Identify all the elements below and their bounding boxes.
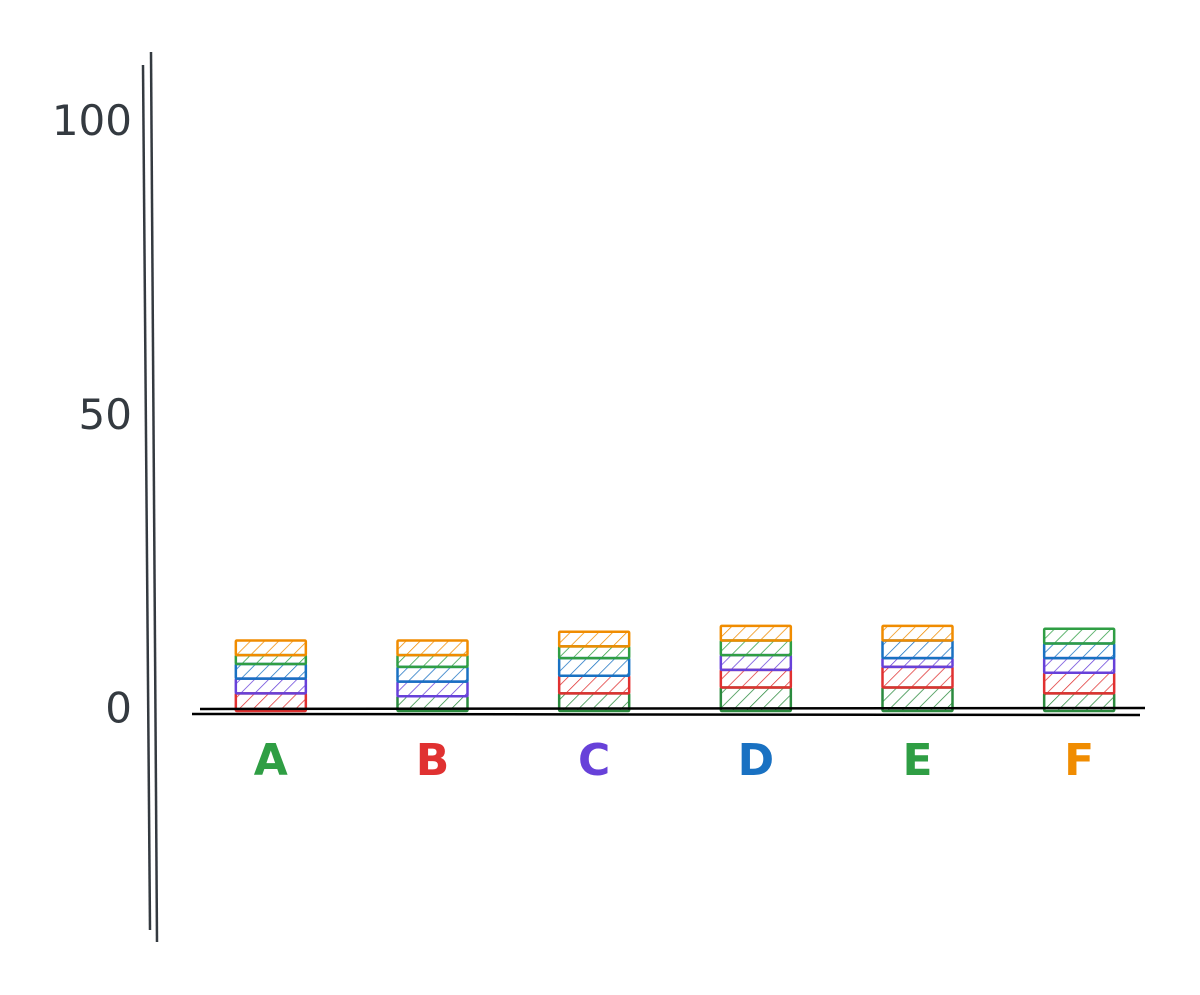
bar-segment <box>719 624 793 642</box>
bar-segment <box>1042 656 1116 675</box>
x-axis-line <box>191 712 1141 717</box>
bar-segment <box>557 630 631 648</box>
bar-segment <box>234 653 308 666</box>
x-tick-label: D <box>738 735 775 786</box>
bar-segment <box>719 639 793 657</box>
x-tick-label: C <box>578 735 610 786</box>
y-axis-line <box>149 51 159 943</box>
bar-segment <box>881 656 954 669</box>
bar-segment <box>719 668 793 689</box>
bar-segment <box>396 639 469 657</box>
bar-segment <box>1042 627 1116 645</box>
bar-segment <box>396 680 469 698</box>
bar-segment <box>557 674 631 695</box>
bar-segment <box>234 639 308 657</box>
y-tick-label: 0 <box>105 683 132 732</box>
bar-segment <box>396 665 469 683</box>
bar-segment <box>234 662 308 680</box>
bar-segment <box>1042 671 1116 695</box>
bar-segment <box>557 656 631 677</box>
x-tick-label: A <box>254 735 288 786</box>
y-tick-label: 50 <box>79 390 132 439</box>
x-tick-label: B <box>416 735 450 786</box>
y-tick-label: 100 <box>52 96 132 145</box>
bar-segment <box>396 653 469 669</box>
bar-segment <box>881 665 954 689</box>
x-tick-label: E <box>902 735 932 786</box>
y-axis-line <box>141 64 152 931</box>
bar-segment <box>881 639 954 660</box>
x-tick-label: F <box>1064 735 1094 786</box>
bar-segment <box>557 645 631 660</box>
bar-segment <box>719 653 793 672</box>
bar-segment <box>881 624 954 642</box>
bar-segment <box>234 677 308 695</box>
x-axis-line <box>199 706 1146 711</box>
bar-segment <box>1042 642 1116 660</box>
